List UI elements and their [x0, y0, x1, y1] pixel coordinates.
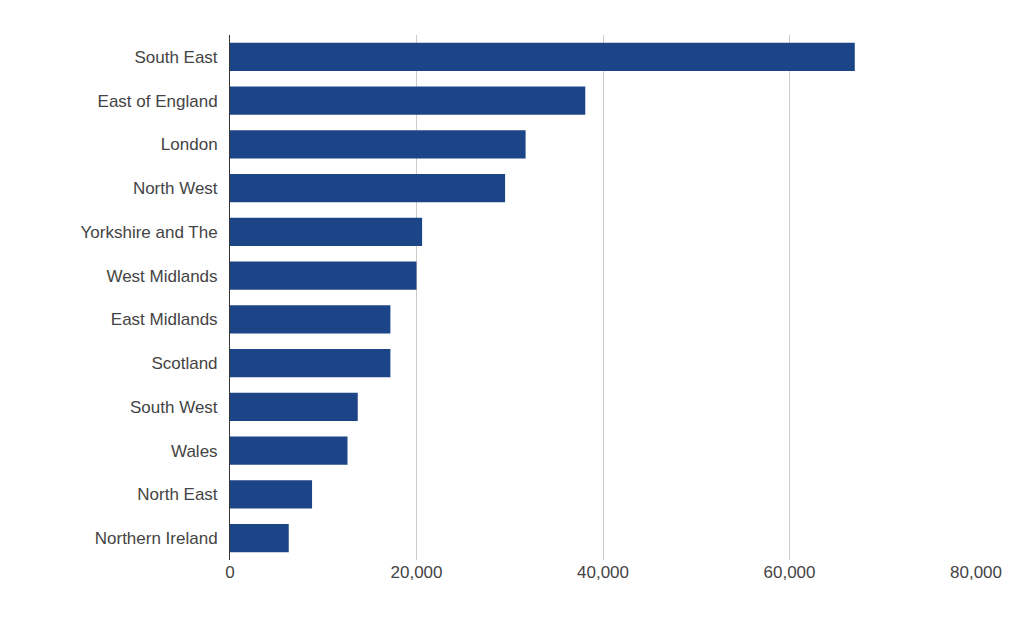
svg-text:South East: South East	[134, 48, 217, 67]
svg-text:40,000: 40,000	[577, 563, 629, 582]
svg-text:Yorkshire and The: Yorkshire and The	[81, 223, 218, 242]
svg-text:North West: North West	[133, 179, 218, 198]
svg-text:South West: South West	[130, 398, 218, 417]
svg-text:North East: North East	[137, 485, 218, 504]
svg-text:London: London	[161, 135, 218, 154]
svg-text:0: 0	[225, 563, 234, 582]
svg-text:West Midlands: West Midlands	[106, 267, 217, 286]
svg-text:60,000: 60,000	[764, 563, 816, 582]
svg-text:Northern Ireland: Northern Ireland	[95, 529, 218, 548]
svg-text:20,000: 20,000	[391, 563, 443, 582]
svg-text:80,000: 80,000	[950, 563, 1002, 582]
svg-text:Wales: Wales	[171, 442, 218, 461]
svg-text:East of England: East of England	[98, 92, 218, 111]
svg-text:Scotland: Scotland	[151, 354, 217, 373]
svg-text:East Midlands: East Midlands	[111, 310, 218, 329]
